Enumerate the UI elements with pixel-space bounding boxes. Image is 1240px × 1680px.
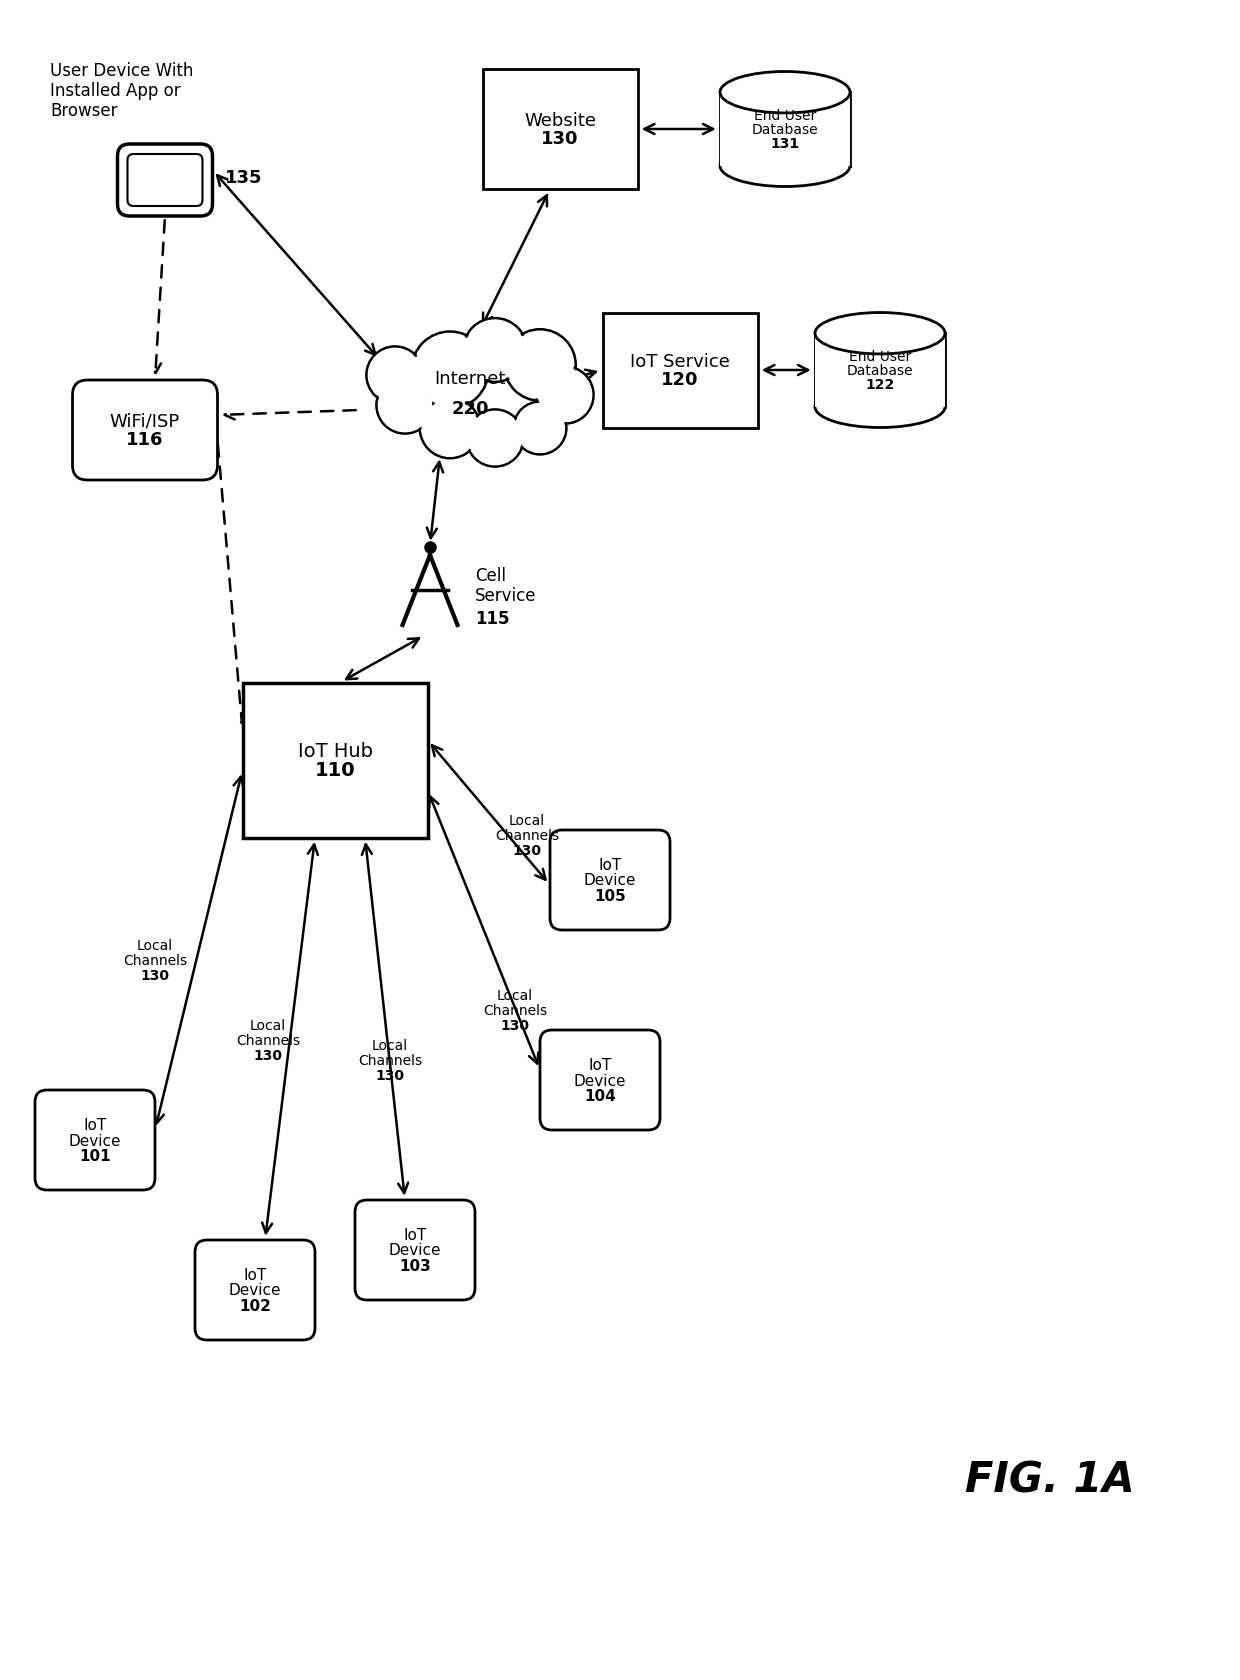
Text: Device: Device xyxy=(68,1132,122,1147)
Circle shape xyxy=(507,333,573,398)
Text: Local: Local xyxy=(250,1018,286,1033)
Circle shape xyxy=(378,380,432,432)
Text: Device: Device xyxy=(574,1074,626,1089)
Text: 104: 104 xyxy=(584,1089,616,1104)
Circle shape xyxy=(420,398,480,459)
Text: IoT: IoT xyxy=(83,1117,107,1132)
Text: Service: Service xyxy=(475,586,537,605)
Ellipse shape xyxy=(815,386,945,428)
FancyBboxPatch shape xyxy=(128,155,202,207)
Circle shape xyxy=(466,321,525,380)
Text: Website: Website xyxy=(525,113,596,129)
Text: End User: End User xyxy=(754,109,816,123)
Circle shape xyxy=(538,370,591,422)
FancyBboxPatch shape xyxy=(72,381,217,480)
Text: Local: Local xyxy=(508,813,546,828)
Circle shape xyxy=(366,348,424,405)
Circle shape xyxy=(537,368,594,425)
Text: End User: End User xyxy=(849,349,911,365)
Text: IoT Hub: IoT Hub xyxy=(298,741,372,761)
Text: 130: 130 xyxy=(253,1048,283,1062)
FancyBboxPatch shape xyxy=(35,1090,155,1191)
Text: 120: 120 xyxy=(661,371,699,388)
FancyBboxPatch shape xyxy=(551,830,670,931)
Text: 101: 101 xyxy=(79,1147,110,1163)
Text: Channels: Channels xyxy=(482,1003,547,1018)
Ellipse shape xyxy=(815,312,945,354)
Text: Internet: Internet xyxy=(434,370,506,388)
Circle shape xyxy=(463,319,527,383)
Text: 115: 115 xyxy=(475,610,510,628)
Text: 130: 130 xyxy=(501,1018,529,1033)
Text: Local: Local xyxy=(372,1038,408,1052)
Bar xyxy=(815,334,945,408)
FancyBboxPatch shape xyxy=(355,1200,475,1300)
Circle shape xyxy=(414,336,485,407)
Text: Channels: Channels xyxy=(123,954,187,968)
Text: IoT: IoT xyxy=(588,1057,611,1072)
Text: 130: 130 xyxy=(512,843,542,857)
Text: Database: Database xyxy=(751,123,818,136)
Text: Device: Device xyxy=(228,1284,281,1297)
Text: Device: Device xyxy=(584,874,636,889)
Text: Browser: Browser xyxy=(50,102,118,119)
Circle shape xyxy=(469,413,521,465)
Text: Cell: Cell xyxy=(475,566,506,585)
FancyBboxPatch shape xyxy=(195,1240,315,1341)
Text: 131: 131 xyxy=(770,136,800,151)
Text: Local: Local xyxy=(136,939,174,953)
Text: Installed App or: Installed App or xyxy=(50,82,181,99)
Text: Channels: Channels xyxy=(236,1033,300,1047)
Text: 122: 122 xyxy=(866,378,894,391)
FancyBboxPatch shape xyxy=(539,1030,660,1131)
FancyBboxPatch shape xyxy=(118,144,212,217)
Text: 116: 116 xyxy=(126,430,164,449)
Text: 102: 102 xyxy=(239,1299,270,1314)
Circle shape xyxy=(412,333,489,410)
Text: Channels: Channels xyxy=(358,1053,422,1067)
Text: FIG. 1A: FIG. 1A xyxy=(965,1460,1135,1502)
Text: 130: 130 xyxy=(140,968,170,983)
Text: 130: 130 xyxy=(376,1068,404,1082)
Ellipse shape xyxy=(720,72,849,114)
Text: IoT Service: IoT Service xyxy=(630,353,730,371)
Bar xyxy=(243,684,428,838)
Circle shape xyxy=(466,410,523,467)
Circle shape xyxy=(422,402,477,457)
Text: Database: Database xyxy=(847,365,914,378)
Bar xyxy=(720,92,849,166)
Text: 135: 135 xyxy=(224,170,263,186)
Circle shape xyxy=(516,405,564,454)
Text: User Device With: User Device With xyxy=(50,62,193,81)
Text: Channels: Channels xyxy=(495,828,559,842)
Text: Device: Device xyxy=(389,1243,441,1258)
Bar xyxy=(482,71,637,190)
Circle shape xyxy=(505,329,575,402)
Text: 220: 220 xyxy=(451,400,489,418)
Text: IoT: IoT xyxy=(243,1267,267,1282)
Circle shape xyxy=(513,403,567,455)
Bar xyxy=(603,312,758,428)
Ellipse shape xyxy=(720,146,849,188)
Circle shape xyxy=(368,349,422,402)
Text: WiFi/ISP: WiFi/ISP xyxy=(110,413,180,430)
Text: 105: 105 xyxy=(594,889,626,904)
Text: 103: 103 xyxy=(399,1258,430,1273)
Text: 110: 110 xyxy=(315,761,356,780)
Text: Local: Local xyxy=(497,988,533,1003)
Text: IoT: IoT xyxy=(599,857,621,872)
Text: IoT: IoT xyxy=(403,1228,427,1243)
Circle shape xyxy=(377,378,434,435)
Text: 130: 130 xyxy=(541,129,579,148)
